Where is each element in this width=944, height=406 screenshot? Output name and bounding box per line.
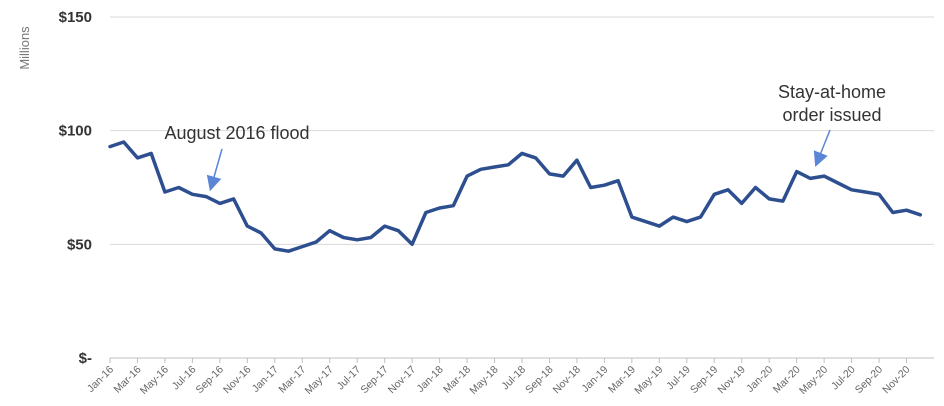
annotation-label: order issued — [782, 105, 881, 125]
y-axis-label: Millions — [17, 26, 32, 70]
x-tick-label: Sep-19 — [688, 364, 721, 397]
x-tick-label: Sep-16 — [194, 364, 227, 397]
y-tick-labels: $150 $100 $50 $- — [59, 9, 92, 367]
axis-layer — [109, 357, 934, 363]
x-tick-label: Nov-20 — [880, 364, 913, 397]
x-tick-label: May-19 — [632, 364, 665, 397]
annotation-arrow — [206, 148, 223, 192]
x-tick-label: Nov-18 — [551, 364, 584, 397]
x-tick-label: Jan-19 — [579, 364, 610, 395]
x-tick-label: Jan-16 — [85, 364, 116, 395]
annotation-label: August 2016 flood — [164, 123, 309, 143]
x-tick-label: May-16 — [138, 364, 171, 397]
y-tick-label: $100 — [59, 123, 92, 140]
x-tick-label: Nov-17 — [386, 364, 419, 397]
annotation-layer: August 2016 flood Stay-at-home order issue… — [164, 82, 886, 192]
x-tick-label: Jan-18 — [415, 364, 446, 395]
y-tick-label: $- — [79, 350, 92, 367]
x-tick-label: Sep-18 — [523, 364, 556, 397]
x-tick-label: Jan-20 — [744, 364, 775, 395]
x-tick-label: Nov-16 — [221, 364, 254, 397]
grid-layer — [110, 16, 934, 245]
x-tick-label: Jan-17 — [250, 364, 281, 395]
x-tick-label: May-18 — [467, 364, 500, 397]
x-tick-label: Sep-20 — [853, 364, 886, 397]
x-tick-labels: Jan-16Mar-16May-16Jul-16Sep-16Nov-16Jan-… — [85, 364, 913, 397]
x-tick-label: May-17 — [303, 364, 336, 397]
x-tick-label: Sep-17 — [358, 364, 391, 397]
y-tick-label: $150 — [59, 9, 92, 26]
series-layer — [108, 140, 923, 253]
series-line — [108, 140, 923, 253]
x-tick-label: Nov-19 — [715, 364, 748, 397]
x-tick-label: May-20 — [797, 364, 830, 397]
annotation-label: Stay-at-home — [778, 82, 886, 102]
annotation-arrow — [813, 129, 831, 167]
y-tick-label: $50 — [67, 236, 92, 253]
